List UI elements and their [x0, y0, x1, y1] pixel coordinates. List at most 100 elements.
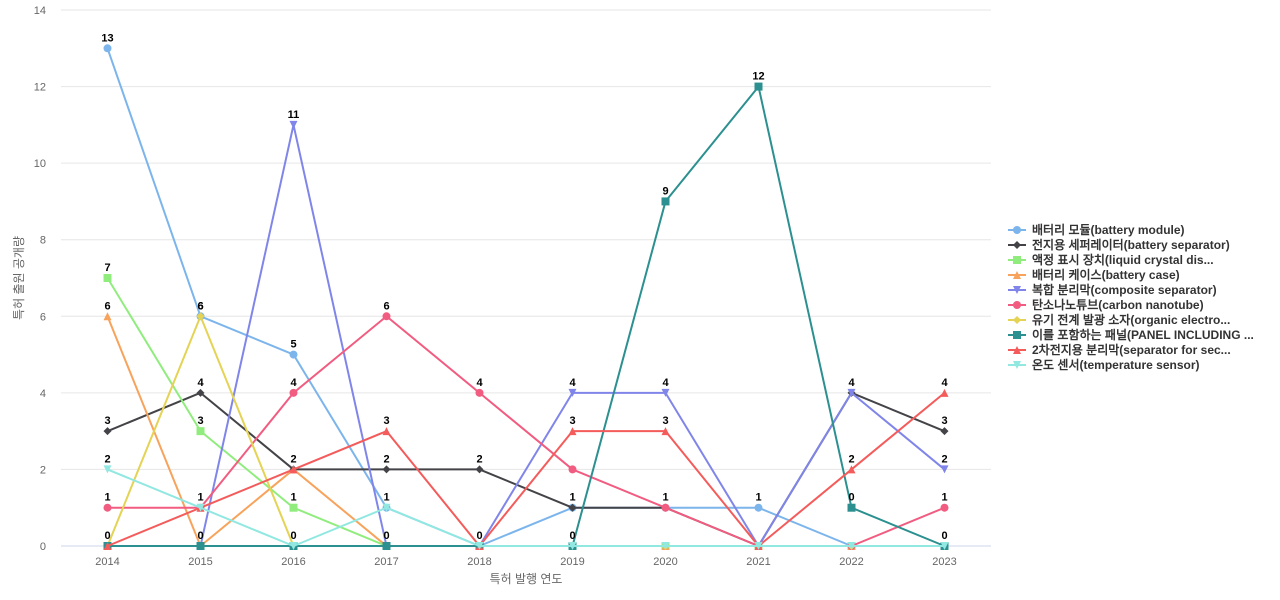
data-point[interactable] — [940, 503, 949, 512]
series-5[interactable] — [103, 312, 949, 550]
data-label: 4 — [290, 377, 297, 389]
data-point[interactable] — [289, 465, 298, 474]
data-point[interactable] — [289, 542, 298, 550]
x-tick-label: 2022 — [839, 556, 863, 568]
data-point[interactable] — [568, 465, 577, 474]
series-line[interactable] — [107, 468, 945, 547]
y-tick-label: 6 — [40, 311, 46, 323]
x-tick-label: 2018 — [467, 556, 491, 568]
series-line[interactable] — [107, 392, 946, 547]
legend-label: 복합 분리막(composite separator) — [1032, 283, 1217, 297]
legend-label: 전지용 세퍼레이터(battery separator) — [1032, 238, 1230, 252]
data-point[interactable] — [103, 274, 112, 282]
series-line[interactable] — [106, 277, 945, 547]
data-label: 6 — [197, 300, 203, 312]
legend-item[interactable]: 전지용 세퍼레이터(battery separator) — [1008, 237, 1276, 252]
data-point[interactable] — [382, 503, 391, 512]
data-label: 9 — [662, 185, 668, 197]
series-0[interactable] — [103, 44, 949, 550]
data-point[interactable] — [940, 388, 949, 397]
data-label: 0 — [290, 530, 296, 542]
data-point[interactable] — [196, 503, 205, 512]
data-label: 6 — [104, 300, 110, 312]
legend-item[interactable]: 배터리 케이스(battery case) — [1008, 267, 1276, 282]
data-label: 4 — [476, 377, 483, 389]
data-point[interactable] — [661, 542, 670, 550]
data-point[interactable] — [940, 465, 949, 474]
data-label: 4 — [197, 377, 204, 389]
legend-swatch-icon — [1008, 255, 1026, 264]
data-point[interactable] — [661, 427, 670, 436]
data-point[interactable] — [103, 312, 112, 321]
data-point[interactable] — [475, 465, 484, 474]
data-point[interactable] — [382, 427, 391, 436]
x-tick-label: 2023 — [932, 556, 956, 568]
data-label: 4 — [569, 377, 576, 389]
data-point[interactable] — [103, 44, 112, 53]
data-point[interactable] — [754, 542, 763, 550]
data-point[interactable] — [661, 197, 670, 206]
data-point[interactable] — [847, 503, 856, 512]
data-label: 1 — [662, 492, 668, 504]
data-point[interactable] — [568, 427, 577, 436]
data-point[interactable] — [847, 388, 856, 397]
legend-item[interactable]: 배터리 모듈(battery module) — [1008, 222, 1276, 237]
legend-item[interactable]: 이를 포함하는 패널(PANEL INCLUDING ... — [1008, 327, 1276, 342]
data-point[interactable] — [754, 503, 763, 512]
x-tick-label: 2019 — [560, 556, 584, 568]
legend-swatch-icon — [1008, 300, 1026, 309]
legend-item[interactable]: 탄소나노튜브(carbon nanotube) — [1008, 297, 1276, 312]
data-label: 1 — [383, 492, 389, 504]
data-point[interactable] — [847, 465, 856, 474]
data-point[interactable] — [382, 465, 391, 474]
data-point[interactable] — [103, 503, 112, 512]
data-label: 3 — [569, 415, 575, 427]
data-label: 1 — [197, 492, 203, 504]
data-point[interactable] — [568, 503, 577, 512]
data-point[interactable] — [661, 503, 670, 512]
data-label: 2 — [383, 453, 389, 465]
series-4[interactable] — [103, 120, 949, 550]
data-label: 3 — [197, 415, 203, 427]
data-point[interactable] — [940, 542, 949, 550]
data-point[interactable] — [382, 312, 391, 321]
legend-item[interactable]: 2차전지용 분리막(separator for sec... — [1008, 342, 1276, 357]
legend-item[interactable]: 유기 전계 발광 소자(organic electro... — [1008, 312, 1276, 327]
legend-label: 배터리 모듈(battery module) — [1032, 223, 1185, 237]
data-point[interactable] — [568, 542, 577, 550]
data-point[interactable] — [103, 465, 112, 474]
legend-item[interactable]: 복합 분리막(composite separator) — [1008, 282, 1276, 297]
data-point[interactable] — [196, 388, 205, 397]
data-point[interactable] — [382, 542, 391, 550]
legend-item[interactable]: 온도 센서(temperature sensor) — [1008, 357, 1276, 372]
data-point[interactable] — [568, 388, 577, 397]
data-label: 1 — [755, 492, 761, 504]
data-point[interactable] — [196, 542, 205, 550]
legend-item[interactable]: 액정 표시 장치(liquid crystal dis... — [1008, 252, 1276, 267]
data-point[interactable] — [289, 503, 298, 512]
data-point[interactable] — [289, 120, 298, 129]
data-label: 7 — [104, 262, 110, 274]
data-point[interactable] — [940, 427, 949, 436]
series-line[interactable] — [107, 315, 945, 547]
data-point[interactable] — [196, 312, 205, 321]
data-point[interactable] — [103, 427, 112, 436]
data-label: 0 — [569, 530, 575, 542]
legend-swatch-icon — [1008, 240, 1026, 249]
series-line[interactable] — [107, 123, 946, 547]
series-9[interactable] — [103, 465, 949, 550]
data-label: 4 — [848, 377, 855, 389]
data-point[interactable] — [289, 388, 298, 397]
data-point[interactable] — [754, 82, 763, 91]
x-tick-label: 2020 — [653, 556, 677, 568]
data-point[interactable] — [475, 542, 484, 550]
data-label: 3 — [383, 415, 389, 427]
data-point[interactable] — [289, 350, 298, 359]
data-point[interactable] — [475, 388, 484, 397]
data-point[interactable] — [847, 542, 856, 550]
data-point[interactable] — [661, 388, 670, 397]
legend-swatch-icon — [1008, 315, 1026, 324]
data-point[interactable] — [196, 427, 205, 436]
y-tick-label: 8 — [40, 235, 46, 247]
data-point[interactable] — [103, 542, 112, 550]
